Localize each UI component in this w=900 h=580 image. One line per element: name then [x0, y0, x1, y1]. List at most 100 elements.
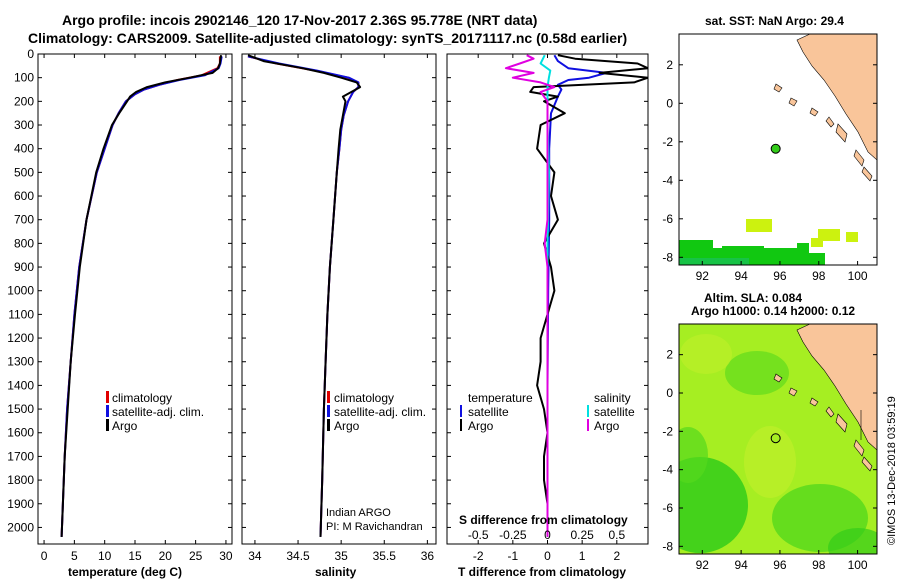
sst-map-content: [679, 34, 877, 265]
title-line-2: Climatology: CARS2009. Satellite-adjuste…: [28, 30, 627, 46]
difference-xlabel: T difference from climatology: [458, 565, 626, 579]
x-tick-label: 30: [219, 549, 233, 563]
sla-map-panel: Altim. SLA: 0.084 Argo h1000: 0.14 h2000…: [662, 291, 878, 572]
sst-patch: [818, 229, 840, 241]
island: [825, 116, 835, 128]
series-line-argo: [60, 55, 223, 537]
sla-anomaly: [744, 426, 796, 498]
map-x-tick-label: 94: [734, 269, 748, 283]
legend-title-temperature: temperature: [468, 391, 533, 405]
depth-tick-label: 100: [14, 71, 34, 85]
depth-tick-label: 0: [27, 47, 34, 61]
difference-x-ticks: -2 -1 0 1 2: [447, 53, 648, 563]
sst-patch: [797, 243, 809, 253]
depth-tick-label: 400: [14, 142, 34, 156]
legend-label-s-satellite: satellite: [594, 405, 635, 419]
sst-map-panel: sat. SST: NaN Argo: 29.4: [662, 14, 878, 283]
x-tick-label: 20: [159, 549, 173, 563]
x-tick-label: 2: [613, 549, 620, 563]
sumatra-landmass: [796, 324, 877, 451]
sla-map-ticks: 92 94 96 98 100 2 0 -2 -4 -6 -8: [662, 348, 877, 572]
difference-legend: temperature satellite Argo salinity sate…: [460, 391, 635, 433]
top-tick-label: 0.25: [570, 528, 594, 542]
temperature-x-ticks: 0 5 10 15 20 25 30: [38, 53, 233, 563]
sla-map-title: Altim. SLA: 0.084: [704, 291, 802, 305]
series-line-satellite-adj-clim-: [247, 55, 360, 537]
x-tick-label: 34.5: [286, 549, 310, 563]
legend-label-satellite: satellite-adj. clim.: [334, 405, 426, 419]
sst-patch: [713, 248, 722, 265]
legend-title-salinity: salinity: [594, 391, 631, 405]
siberut-island: [835, 413, 848, 433]
legend-label-s-argo: Argo: [594, 419, 620, 433]
depth-tick-label: 1400: [7, 378, 34, 392]
map-x-tick-label: 96: [773, 558, 787, 572]
salinity-series: [247, 54, 362, 537]
credit-line-1: Indian ARGO: [326, 507, 391, 519]
map-x-tick-label: 98: [812, 269, 826, 283]
sst-patch: [722, 246, 764, 265]
depth-tick-label: 700: [14, 213, 34, 227]
sst-map-frame: [678, 33, 878, 266]
legend-label-climatology: climatology: [112, 391, 172, 405]
sst-patch: [746, 219, 772, 232]
x-tick-label: 0: [41, 549, 48, 563]
island: [788, 387, 798, 397]
legend-label-argo: Argo: [334, 419, 360, 433]
sst-patch: [679, 240, 713, 265]
sla-anomaly: [680, 334, 732, 374]
legend-swatch-climatology: [106, 391, 109, 403]
island: [853, 439, 865, 457]
map-x-tick-label: 98: [812, 558, 826, 572]
map-y-tick-label: 2: [666, 58, 673, 72]
sst-patch: [846, 232, 858, 242]
argo-float-marker: [770, 143, 781, 154]
island: [825, 406, 835, 418]
top-tick-label: 0: [544, 528, 551, 542]
depth-tick-label: 300: [14, 118, 34, 132]
legend-swatch-t-argo: [460, 419, 462, 431]
x-tick-label: 0: [544, 549, 551, 563]
depth-tick-label: 900: [14, 260, 34, 274]
x-tick-label: -1: [508, 549, 519, 563]
map-x-tick-label: 100: [848, 558, 868, 572]
map-y-tick-label: -2: [662, 135, 673, 149]
x-tick-label: 36: [421, 549, 435, 563]
island: [861, 456, 873, 472]
sla-anomaly: [679, 427, 708, 483]
title-line-1: Argo profile: incois 2902146_120 17-Nov-…: [62, 12, 537, 28]
legend-swatch-climatology: [327, 391, 330, 403]
legend-swatch-s-argo: [587, 419, 589, 431]
salinity-xlabel: salinity: [315, 565, 357, 579]
salinity-panel: 34 34.5 35 35.5 36 salinity climatology sate…: [241, 53, 437, 579]
depth-tick-label: 1700: [7, 449, 34, 463]
legend-swatch-s-satellite: [587, 405, 589, 417]
depth-tick-label: 800: [14, 236, 34, 250]
legend-label-climatology: climatology: [334, 391, 394, 405]
map-x-tick-label: 94: [734, 558, 748, 572]
depth-tick-label: 200: [14, 94, 34, 108]
sla-map-subtitle: Argo h1000: 0.14 h2000: 0.12: [691, 304, 855, 318]
difference-xlabel-top: S difference from climatology: [459, 513, 628, 527]
island: [853, 149, 865, 167]
legend-swatch-satellite: [106, 405, 109, 417]
sst-patch: [764, 248, 797, 265]
salinity-x-ticks: 34 34.5 35 35.5 36: [242, 53, 436, 563]
sst-patch: [797, 253, 825, 265]
sla-map-content: [679, 324, 877, 554]
depth-tick-label: 1800: [7, 473, 34, 487]
temperature-panel: 0 5 10 15 20 25 30 temperature (deg C) climato…: [37, 53, 233, 579]
sla-map-frame: [678, 323, 878, 555]
depth-tick-label: 500: [14, 165, 34, 179]
sst-map-title: sat. SST: NaN Argo: 29.4: [705, 14, 844, 28]
x-tick-label: 5: [71, 549, 78, 563]
island: [788, 97, 798, 107]
island: [809, 107, 819, 117]
series-line-climatology: [60, 56, 221, 537]
island: [773, 83, 783, 93]
legend-swatch-t-satellite: [460, 405, 462, 417]
temperature-legend: climatology satellite-adj. clim. Argo: [106, 391, 204, 433]
depth-tick-label: 1300: [7, 355, 34, 369]
map-x-tick-label: 96: [773, 269, 787, 283]
